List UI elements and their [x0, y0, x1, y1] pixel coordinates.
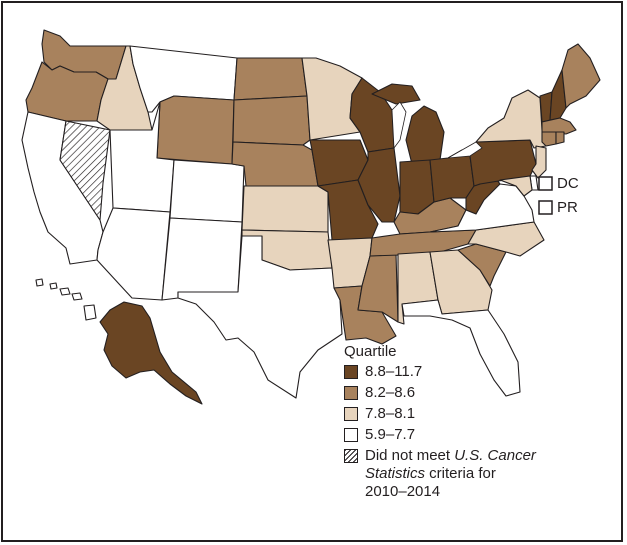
legend-item-q4: 8.8–11.7 [344, 363, 594, 381]
legend-na-text-3: 2010–2014 [365, 483, 441, 500]
state-TX [177, 235, 343, 399]
legend-label-na: Did not meet U.S. Cancer Statistics crit… [365, 447, 536, 501]
state-FL [401, 299, 521, 397]
state-AK [99, 301, 203, 405]
state-SD [232, 95, 311, 146]
territory-dc-label: DC [557, 175, 579, 192]
state-ME [561, 43, 601, 109]
legend-swatch-q1 [344, 428, 358, 442]
legend-label-q4: 8.8–11.7 [365, 363, 423, 380]
state-NM [161, 217, 243, 301]
legend-na-italic-2: Statistics [365, 465, 426, 482]
legend-item-q2: 7.8–8.1 [344, 405, 594, 423]
legend-label-q3: 8.2–8.6 [365, 384, 416, 401]
legend-item-na: Did not meet U.S. Cancer Statistics crit… [344, 447, 594, 501]
state-NE [231, 141, 319, 187]
state-NV [59, 120, 111, 221]
legend-item-q1: 5.9–7.7 [344, 426, 594, 444]
state-NH [549, 69, 567, 121]
legend-swatch-q4 [344, 365, 358, 379]
state-NC [467, 221, 545, 257]
legend-swatch-na [344, 449, 358, 463]
legend-title: Quartile [344, 343, 397, 360]
legend-na-text-1: Did not meet [365, 447, 455, 464]
territory-pr: PR [552, 199, 578, 216]
state-KS [241, 185, 329, 233]
pr-swatch [538, 200, 553, 215]
territory-dc: DC [552, 175, 579, 192]
state-ND [233, 57, 308, 101]
legend-label-q1: 5.9–7.7 [365, 426, 416, 443]
dc-swatch [538, 176, 553, 191]
territory-pr-label: PR [557, 199, 578, 216]
legend-swatch-q3 [344, 386, 358, 400]
state-MD [499, 175, 533, 197]
state-AZ [96, 207, 171, 301]
state-RI [555, 131, 565, 145]
legend-swatch-q2 [344, 407, 358, 421]
legend-label-q2: 7.8–8.1 [365, 405, 416, 422]
state-WY [156, 95, 235, 165]
great-lakes [391, 101, 483, 159]
state-MI [371, 83, 445, 165]
legend-item-q3: 8.2–8.6 [344, 384, 594, 402]
legend-na-text-2: criteria for [425, 465, 496, 482]
state-NJ [531, 145, 547, 179]
legend-na-italic-1: U.S. Cancer [454, 447, 536, 464]
state-CT [541, 131, 557, 147]
state-NY [475, 89, 547, 149]
state-HI [35, 278, 97, 321]
state-IL [357, 147, 401, 223]
legend: Quartile 8.8–11.7 8.2–8.6 7.8–8.1 5.9–7.… [344, 343, 594, 504]
state-CO [169, 159, 245, 223]
